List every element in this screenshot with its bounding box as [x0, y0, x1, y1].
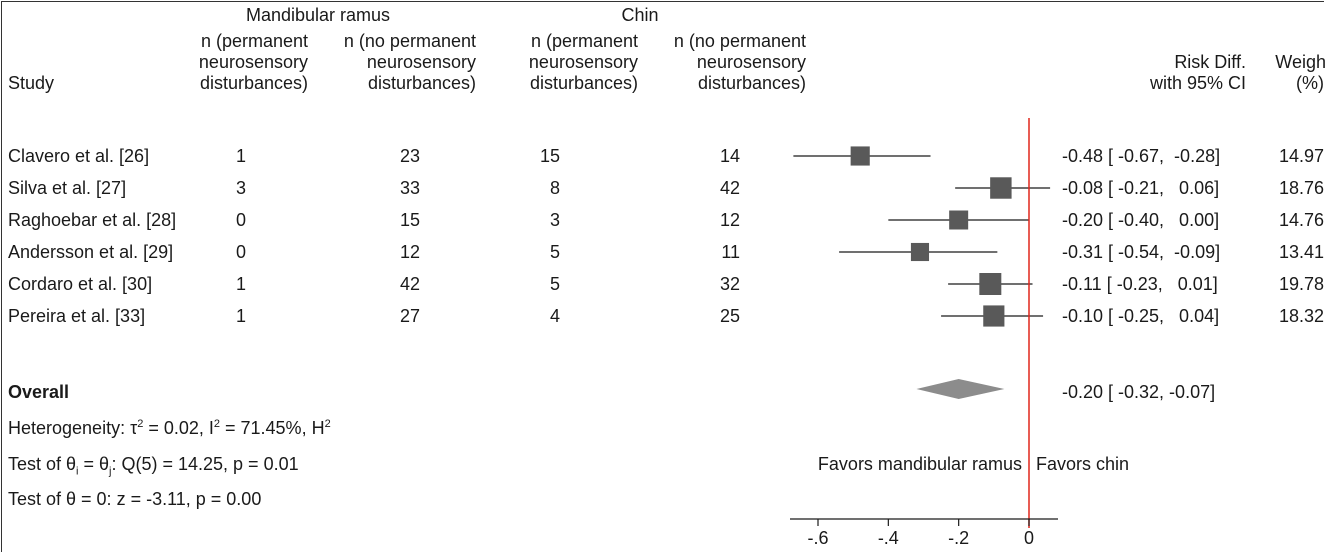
ci-text: -0.31 [ -0.54, -0.09] [1062, 242, 1221, 262]
weight-header-line2: (%) [1296, 73, 1324, 93]
x-tick-label: -.2 [948, 528, 969, 548]
col4-header-line2: neurosensory [696, 52, 806, 72]
tau-exponent: 2 [137, 418, 144, 430]
effect-header-line2: with 95% CI [1149, 73, 1246, 93]
overall-diamond [916, 379, 1005, 399]
n3-value: 3 [549, 210, 560, 230]
weight-value: 18.76 [1278, 178, 1324, 198]
favors-right-label: Favors chin [1036, 454, 1130, 474]
weight-value: 14.97 [1278, 146, 1324, 166]
test-q-prefix: Test of θ [8, 454, 77, 474]
heterogeneity-text: Heterogeneity: τ2 = 0.02, I2 = 71.45%, H… [8, 414, 331, 439]
n4-value: 32 [719, 274, 740, 294]
n3-value: 4 [549, 306, 560, 326]
test-q-text: Test of θi = θj: Q(5) = 14.25, p = 0.01 [8, 454, 299, 483]
study-name: Silva et al. [27] [8, 178, 127, 198]
study-marker [949, 210, 969, 230]
n1-value: 0 [236, 242, 247, 262]
study-column-header: Study [8, 73, 55, 93]
weight-value: 14.76 [1278, 210, 1324, 230]
study-marker [983, 305, 1005, 327]
group-header-chin: Chin [621, 5, 659, 25]
heterogeneity-prefix: Heterogeneity: τ [8, 418, 138, 438]
test-z-text: Test of θ = 0: z = -3.11, p = 0.00 [8, 489, 262, 509]
n2-value: 27 [399, 306, 420, 326]
ci-text: -0.20 [ -0.40, 0.00] [1062, 210, 1220, 230]
col2-header-line1: n (no permanent [343, 31, 476, 51]
n1-value: 3 [236, 178, 247, 198]
col4-header-line3: disturbances) [697, 73, 806, 93]
n3-value: 5 [549, 274, 560, 294]
n1-value: 0 [236, 210, 247, 230]
weight-value: 18.32 [1278, 306, 1324, 326]
ci-text: -0.48 [ -0.67, -0.28] [1062, 146, 1221, 166]
study-name: Raghoebar et al. [28] [8, 210, 177, 230]
study-name: Andersson et al. [29] [8, 242, 174, 262]
col1-header-line2: neurosensory [198, 52, 308, 72]
n3-value: 5 [549, 242, 560, 262]
weight-value: 19.78 [1278, 274, 1324, 294]
favors-left-label: Favors mandibular ramus [817, 454, 1022, 474]
theta-sub-i: i [76, 465, 79, 478]
n2-value: 15 [399, 210, 420, 230]
x-tick-label: -.4 [878, 528, 899, 548]
col3-header-line1: n (permanent [530, 31, 638, 51]
n1-value: 1 [236, 274, 247, 294]
heterogeneity-rest: = 71.45%, H [220, 418, 325, 438]
col3-header-line2: neurosensory [528, 52, 638, 72]
ci-text: -0.08 [ -0.21, 0.06] [1062, 178, 1220, 198]
n4-value: 12 [719, 210, 740, 230]
x-tick-label: 0 [1024, 528, 1034, 548]
theta-sub-j: j [109, 465, 112, 478]
col2-header-line2: neurosensory [366, 52, 476, 72]
study-marker [990, 177, 1012, 199]
col2-header-line3: disturbances) [367, 73, 476, 93]
ci-text: -0.11 [ -0.23, 0.01] [1062, 274, 1218, 294]
n2-value: 42 [399, 274, 420, 294]
col1-header-line3: disturbances) [199, 73, 308, 93]
n4-value: 25 [719, 306, 740, 326]
n3-value: 15 [539, 146, 560, 166]
study-name: Cordaro et al. [30] [8, 274, 153, 294]
col4-header-line1: n (no permanent [673, 31, 806, 51]
n1-value: 1 [236, 146, 247, 166]
col3-header-line3: disturbances) [529, 73, 638, 93]
x-tick-label: -.6 [807, 528, 828, 548]
n1-value: 1 [236, 306, 247, 326]
overall-label: Overall [8, 382, 70, 402]
i-exponent: 2 [213, 418, 220, 430]
heterogeneity-mid: = 0.02, I [143, 418, 214, 438]
study-marker [850, 146, 870, 166]
n4-value: 42 [719, 178, 740, 198]
n4-value: 11 [721, 242, 740, 262]
study-marker [979, 273, 1002, 295]
n3-value: 8 [549, 178, 560, 198]
study-marker [910, 242, 930, 262]
n2-value: 12 [399, 242, 420, 262]
ci-text: -0.10 [ -0.25, 0.04] [1062, 306, 1220, 326]
col1-header-line1: n (permanent [200, 31, 308, 51]
overall-ci-text: -0.20 [ -0.32, -0.07] [1062, 382, 1216, 402]
test-q-mid: = θ [78, 454, 110, 474]
study-name: Clavero et al. [26] [8, 146, 150, 166]
test-q-rest: : Q(5) = 14.25, p = 0.01 [111, 454, 299, 474]
weight-header-line1: Weigh [1275, 52, 1326, 72]
n2-value: 33 [399, 178, 420, 198]
effect-header-line1: Risk Diff. [1174, 52, 1246, 72]
study-name: Pereira et al. [33] [8, 306, 146, 326]
n2-value: 23 [399, 146, 420, 166]
n4-value: 14 [719, 146, 740, 166]
group-header-mandibular-ramus: Mandibular ramus [245, 5, 391, 25]
weight-value: 13.41 [1278, 242, 1324, 262]
h-exponent: 2 [324, 418, 331, 430]
